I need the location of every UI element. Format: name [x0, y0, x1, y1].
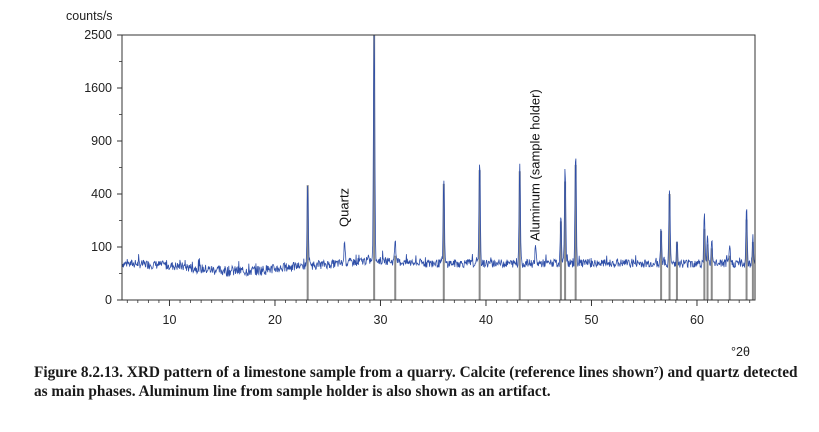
- y-axis-label: counts/s: [66, 9, 113, 23]
- y-axis-ticks: 0 100 400 900 1600 2500: [84, 28, 122, 307]
- y-tick-label: 1600: [84, 81, 112, 95]
- annotation-label: Quartz: [337, 188, 352, 227]
- x-tick-label: 50: [585, 313, 599, 327]
- x-axis-ticks: 10 20 30 40 50 60: [126, 300, 751, 327]
- xrd-pattern-line: [121, 34, 756, 277]
- x-tick-label: 60: [690, 313, 704, 327]
- x-tick-label: 40: [479, 313, 493, 327]
- y-tick-label: 100: [91, 240, 112, 254]
- figure-caption: Figure 8.2.13. XRD pattern of a limeston…: [34, 364, 798, 400]
- y-tick-label: 2500: [84, 28, 112, 42]
- y-tick-label: 900: [91, 134, 112, 148]
- x-tick-label: 30: [374, 313, 388, 327]
- x-axis-label: °2θ: [731, 345, 750, 359]
- y-tick-label: 0: [105, 293, 112, 307]
- x-tick-label: 10: [163, 313, 177, 327]
- y-tick-label: 400: [91, 187, 112, 201]
- x-tick-label: 20: [268, 313, 282, 327]
- xrd-chart: Quartz Aluminum (sample holder) 0 100 400 90…: [66, 9, 756, 359]
- annotations: Quartz Aluminum (sample holder): [337, 89, 543, 241]
- reference-lines: [306, 35, 754, 300]
- annotation-label: Aluminum (sample holder): [528, 89, 543, 241]
